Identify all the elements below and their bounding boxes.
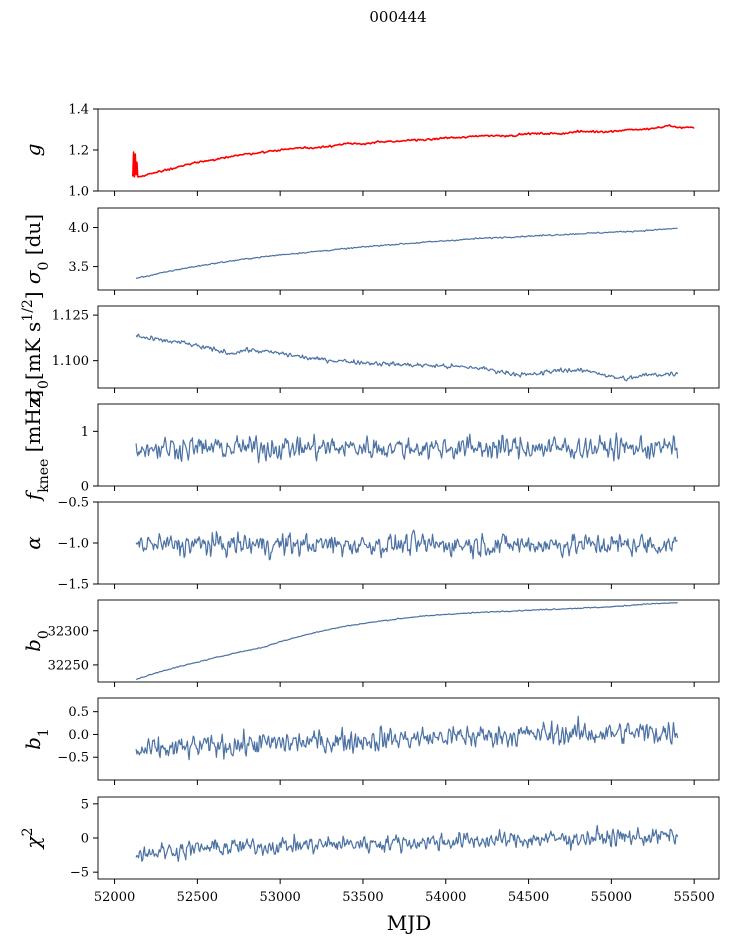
x-tick-label: 54000 — [425, 890, 466, 905]
y-axis-label-part: ] — [21, 291, 45, 299]
axes-frame — [97, 108, 720, 192]
y-axis-label: b1 — [21, 728, 52, 750]
y-tick-label: 5 — [81, 797, 89, 812]
y-axis-label-part: b — [21, 639, 45, 652]
y-axis-label: fknee [mHz] — [21, 390, 52, 502]
series-line-4-1 — [135, 432, 679, 464]
y-tick-label: 1.125 — [52, 309, 89, 324]
axes-frame — [97, 207, 720, 291]
y-tick-label: 32300 — [48, 624, 89, 639]
series-line-6-1 — [136, 601, 678, 680]
y-axis-label-part: α — [21, 536, 45, 550]
y-axis-label-part: 1 — [36, 728, 52, 737]
y-tick-label: −0.5 — [57, 751, 89, 766]
axes-frame — [97, 697, 720, 781]
y-axis-label-part: 0 — [36, 380, 52, 389]
y-tick-label: 1.0 — [68, 185, 89, 200]
y-axis-label-part: 0 — [36, 262, 52, 271]
y-axis-label: α — [21, 536, 45, 550]
y-axis-label-part: [du] — [21, 214, 45, 262]
axes-frame — [97, 403, 720, 487]
series-line-3-1 — [135, 333, 679, 382]
y-axis-label-part: [mK s — [21, 322, 45, 380]
y-tick-label: −5 — [70, 866, 89, 881]
y-axis-label-part: χ — [21, 835, 45, 851]
panel-4: 0 1 fknee [mHz] — [21, 390, 720, 502]
y-tick-label: 1.4 — [68, 103, 89, 118]
y-axis-label-part: [mHz] — [21, 390, 45, 459]
x-tick-label: 55500 — [673, 890, 714, 905]
y-axis-label: b0 — [21, 630, 52, 652]
series-line-8-1 — [135, 824, 679, 862]
y-tick-label: −1.0 — [57, 537, 89, 552]
series-line-7-1 — [135, 715, 679, 761]
figure-title: 000444 — [369, 8, 426, 26]
series-line-2-1 — [135, 227, 678, 280]
x-tick-label: 52500 — [177, 890, 218, 905]
axes-frame — [97, 796, 720, 880]
panel-8: −5 0 5 χ2 — [20, 796, 720, 884]
series-line-1-1 — [131, 124, 695, 178]
x-axis-label: MJD — [387, 911, 432, 935]
series-line-5-1 — [135, 529, 678, 561]
x-tick-label: 55000 — [591, 890, 632, 905]
x-tick-label: 53500 — [342, 890, 383, 905]
y-tick-label: 0.0 — [68, 728, 89, 743]
y-axis-label-part: b — [21, 737, 45, 750]
y-axis-label-part: σ — [21, 388, 45, 403]
y-axis-label-part: g — [21, 144, 45, 157]
x-tick-label: 52000 — [94, 890, 135, 905]
panel-7: −0.5 0.0 0.5 b1 — [21, 697, 720, 785]
y-tick-label: 0 — [81, 480, 89, 495]
x-tick-label: 53000 — [259, 890, 300, 905]
y-axis-label-part: 1/2 — [20, 299, 36, 322]
panel-1: 1.0 1.2 1.4 g — [21, 103, 720, 200]
y-axis-label-part: σ — [21, 269, 45, 284]
x-tick-label: 54500 — [508, 890, 549, 905]
y-tick-label: 1.100 — [52, 354, 89, 369]
y-axis-label: χ2 — [20, 827, 45, 850]
y-axis-label-part: knee — [36, 459, 52, 493]
axes-frame — [97, 599, 720, 683]
y-axis-label-part: 2 — [20, 827, 36, 836]
y-axis-label: σ0[mK s1/2] — [20, 291, 52, 402]
y-tick-label: 1 — [81, 425, 89, 440]
y-tick-label: −1.5 — [57, 578, 89, 593]
panel-2: 3.5 4.0 σ0 [du] — [21, 207, 720, 295]
y-axis-label: σ0 [du] — [21, 214, 52, 284]
y-tick-label: 0.5 — [68, 705, 89, 720]
y-tick-label: 1.2 — [68, 144, 89, 159]
y-axis-label: g — [21, 144, 45, 157]
y-tick-label: 4.0 — [68, 221, 89, 236]
y-tick-label: 3.5 — [68, 260, 89, 275]
panel-5: −1.5 −1.0 −0.5 α — [21, 496, 720, 593]
y-tick-label: 0 — [81, 832, 89, 847]
axes-frame — [97, 305, 720, 389]
y-tick-label: −0.5 — [57, 496, 89, 511]
y-axis-label-part: 0 — [36, 630, 52, 639]
y-tick-label: 32250 — [48, 658, 89, 673]
